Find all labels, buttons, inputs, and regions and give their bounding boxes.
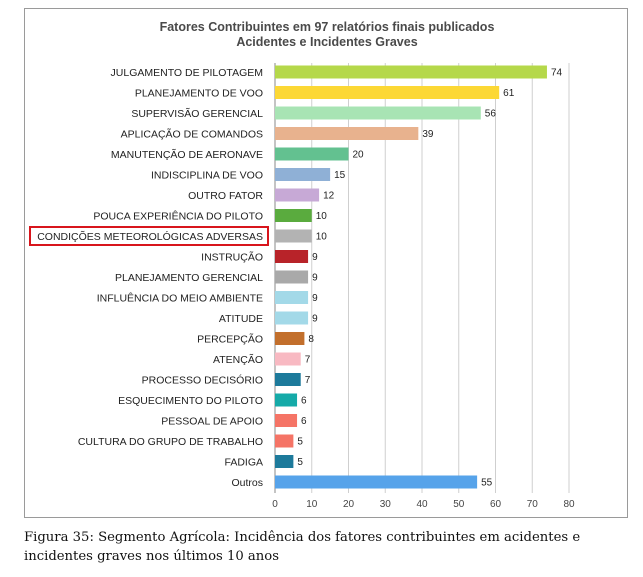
category-label: SUPERVISÃO GERENCIAL xyxy=(131,107,263,120)
bar xyxy=(275,270,309,284)
category-label: INFLUÊNCIA DO MEIO AMBIENTE xyxy=(97,291,263,304)
category-label: MANUTENÇÃO DE AERONAVE xyxy=(111,148,263,161)
value-label: 5 xyxy=(297,437,303,448)
x-tick-label: 10 xyxy=(306,499,318,510)
bar xyxy=(275,86,500,99)
value-label: 10 xyxy=(316,232,328,243)
value-label: 8 xyxy=(308,334,314,345)
bar xyxy=(275,188,320,202)
category-label: CONDIÇÕES METEOROLÓGICAS ADVERSAS xyxy=(37,230,263,243)
bar xyxy=(275,311,309,325)
bar xyxy=(275,250,309,263)
chart-title-line: Fatores Contribuintes em 97 relatórios f… xyxy=(160,20,495,34)
category-label: PLANEJAMENTO GERENCIAL xyxy=(115,272,263,284)
category-label: POUCA EXPERIÊNCIA DO PILOTO xyxy=(93,209,263,222)
bar xyxy=(275,332,305,345)
bar xyxy=(275,455,294,468)
bar xyxy=(275,352,301,366)
bar xyxy=(275,209,312,222)
figure-caption: Figura 35: Segmento Agrícola: Incidência… xyxy=(24,530,581,564)
x-tick-label: 60 xyxy=(490,499,502,510)
value-label: 9 xyxy=(312,314,318,325)
bar xyxy=(275,291,309,304)
value-label: 39 xyxy=(422,129,434,140)
category-label: PLANEJAMENTO DE VOO xyxy=(135,87,263,99)
value-label: 55 xyxy=(481,478,493,489)
category-label: ESQUECIMENTO DO PILOTO xyxy=(118,395,263,407)
bar xyxy=(275,65,547,79)
bar xyxy=(275,147,349,161)
value-label: 15 xyxy=(334,170,346,181)
chart-title-line: Acidentes e Incidentes Graves xyxy=(236,35,417,49)
value-label: 10 xyxy=(316,211,328,222)
value-label: 9 xyxy=(312,293,318,304)
bar xyxy=(275,373,301,386)
bar xyxy=(275,434,294,448)
category-label: Outros xyxy=(231,477,263,489)
value-label: 61 xyxy=(503,88,515,99)
x-tick-label: 20 xyxy=(343,499,355,510)
category-label: FADIGA xyxy=(224,456,263,468)
highlight-box xyxy=(29,226,269,246)
category-label: INDISCIPLINA DE VOO xyxy=(151,169,263,181)
value-label: 12 xyxy=(323,191,335,202)
bar xyxy=(275,414,298,427)
bar xyxy=(275,127,419,140)
bar xyxy=(275,229,312,243)
bar xyxy=(275,475,478,489)
x-tick-label: 40 xyxy=(416,499,428,510)
category-label: APLICAÇÃO DE COMANDOS xyxy=(121,127,263,140)
value-label: 6 xyxy=(301,396,307,407)
category-label: OUTRO FATOR xyxy=(188,190,263,202)
value-label: 7 xyxy=(305,375,311,386)
bar xyxy=(275,106,481,120)
value-label: 9 xyxy=(312,273,318,284)
value-label: 20 xyxy=(353,150,365,161)
value-label: 7 xyxy=(305,355,311,366)
value-label: 74 xyxy=(551,68,563,79)
x-tick-label: 80 xyxy=(563,499,575,510)
x-tick-label: 0 xyxy=(272,499,278,510)
bar-chart: Fatores Contribuintes em 97 relatórios f… xyxy=(29,20,575,510)
category-label: ATENÇÃO xyxy=(213,353,263,366)
category-label: PERCEPÇÃO xyxy=(197,332,263,345)
value-label: 5 xyxy=(297,457,303,468)
category-label: JULGAMENTO DE PILOTAGEM xyxy=(111,67,263,79)
category-label: PESSOAL DE APOIO xyxy=(161,415,263,427)
value-label: 6 xyxy=(301,416,307,427)
category-label: CULTURA DO GRUPO DE TRABALHO xyxy=(78,436,263,448)
category-label: ATITUDE xyxy=(219,313,263,325)
bar xyxy=(275,168,331,181)
category-label: PROCESSO DECISÓRIO xyxy=(142,373,263,386)
value-label: 9 xyxy=(312,252,318,263)
x-tick-label: 50 xyxy=(453,499,465,510)
value-label: 56 xyxy=(485,109,497,120)
chart-panel: Fatores Contribuintes em 97 relatórios f… xyxy=(24,8,628,518)
x-tick-label: 30 xyxy=(380,499,392,510)
bar xyxy=(275,393,298,407)
category-label: INSTRUÇÃO xyxy=(201,250,263,263)
x-tick-label: 70 xyxy=(527,499,539,510)
